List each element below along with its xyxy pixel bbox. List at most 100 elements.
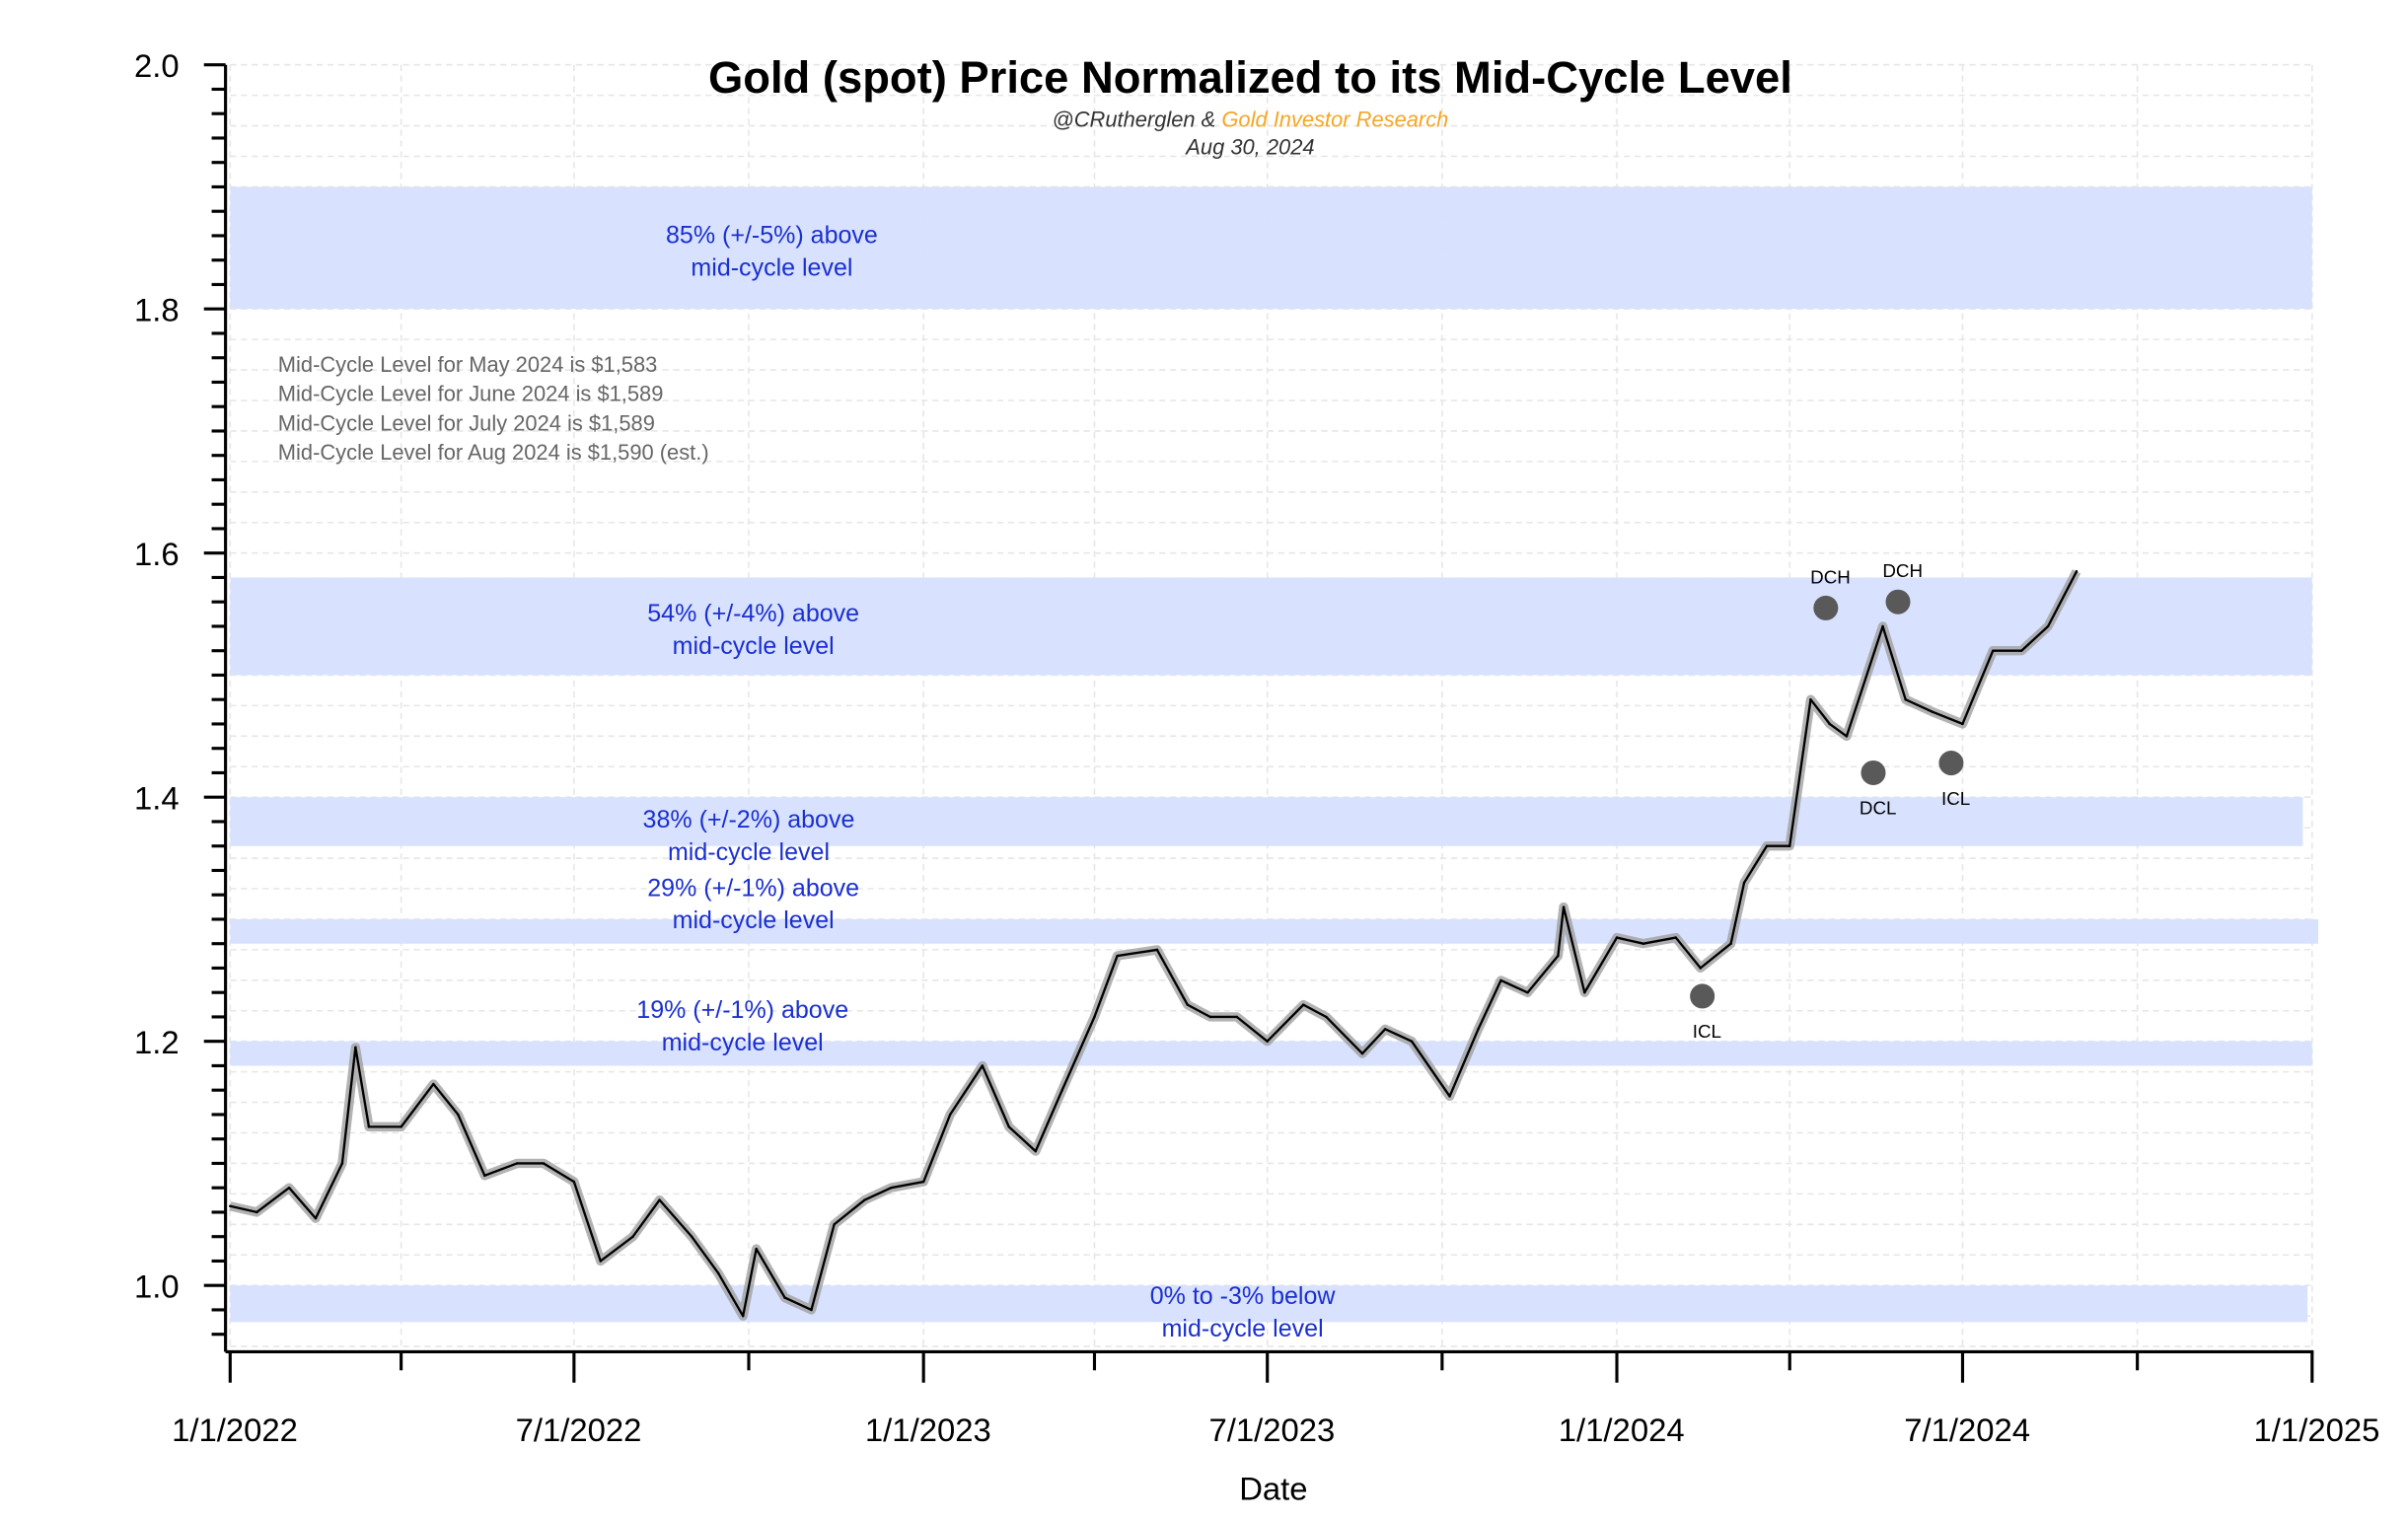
data-point: [483, 1174, 486, 1178]
band: [230, 577, 2312, 676]
data-point: [1583, 990, 1586, 994]
data-point: [1208, 1015, 1212, 1019]
band: [230, 1041, 2312, 1066]
chart-date: Aug 30, 2024: [1184, 134, 1314, 159]
x-tick-label: 7/1/2023: [1208, 1411, 1335, 1448]
data-point: [690, 1235, 693, 1238]
data-point: [1742, 881, 1746, 885]
data-point: [921, 1180, 925, 1184]
data-point: [1325, 1015, 1328, 1019]
y-tick-label: 1.8: [134, 292, 180, 328]
data-point: [1642, 942, 1645, 945]
band-label: 85% (+/-5%) above: [666, 222, 878, 250]
data-point: [1931, 710, 1934, 713]
data-point: [457, 1113, 460, 1117]
data-point: [1828, 722, 1831, 726]
x-tick-label: 1/1/2024: [1559, 1411, 1685, 1448]
y-tick-label: 2.0: [134, 47, 180, 84]
data-point: [1729, 942, 1732, 945]
band-label: mid-cycle level: [691, 253, 852, 281]
band-label: mid-cycle level: [673, 906, 835, 934]
data-point: [1235, 1015, 1239, 1019]
data-point: [1526, 990, 1529, 994]
data-point: [658, 1198, 661, 1201]
data-point: [515, 1162, 519, 1165]
series: [229, 569, 2081, 1321]
band: [230, 918, 2319, 944]
data-point: [741, 1314, 745, 1318]
data-point: [287, 1186, 291, 1190]
data-point: [1904, 697, 1907, 701]
data-point: [1155, 948, 1159, 952]
data-point: [810, 1308, 813, 1312]
y-tick-label: 1.2: [134, 1024, 180, 1060]
series-line: [230, 570, 2079, 1318]
data-point: [1034, 1149, 1038, 1153]
data-point: [1060, 1088, 1063, 1092]
band: [230, 797, 2303, 846]
cycle-marker: [1938, 751, 1964, 776]
x-tick-label: 7/1/2024: [1904, 1411, 2030, 1448]
data-point: [1383, 1028, 1387, 1031]
data-point: [1410, 1040, 1414, 1043]
cycle-marker-label: ICL: [1941, 788, 1970, 809]
data-point: [1845, 735, 1849, 738]
band: [230, 186, 2312, 310]
data-point: [1961, 722, 1964, 726]
y-tick-label: 1.0: [134, 1268, 180, 1305]
mid-cycle-note: Mid-Cycle Level for June 2024 is $1,589: [278, 382, 664, 406]
data-point: [755, 1247, 758, 1251]
data-point: [1557, 954, 1560, 958]
data-point: [1699, 967, 1702, 970]
data-point: [1881, 624, 1884, 628]
mid-cycle-note: Mid-Cycle Level for May 2024 is $1,583: [278, 352, 657, 377]
data-point: [1116, 954, 1119, 958]
data-point: [432, 1082, 435, 1086]
band-label: mid-cycle level: [1162, 1315, 1324, 1342]
subtitle-author: @CRutherglen &: [1052, 107, 1215, 131]
data-point: [890, 1186, 893, 1190]
subtitle-brand: Gold Investor Research: [1221, 107, 1448, 131]
data-point: [572, 1180, 576, 1184]
data-point: [255, 1210, 258, 1214]
cycle-marker-label: ICL: [1693, 1021, 1721, 1042]
data-point: [1562, 905, 1566, 908]
data-point: [783, 1296, 786, 1299]
data-point: [340, 1162, 344, 1165]
band-label: mid-cycle level: [668, 838, 830, 866]
data-point: [1093, 1015, 1096, 1019]
data-point: [1615, 936, 1619, 939]
data-point: [716, 1271, 720, 1275]
data-point: [1266, 1040, 1269, 1043]
data-point: [1992, 649, 1995, 652]
band-label: mid-cycle level: [673, 632, 835, 660]
axes: 1.0 1.2 1.4 1.6 1.8 2.0 1/1/2022 7/1/2022 1/1/20…: [134, 47, 2379, 1448]
data-point: [631, 1235, 634, 1238]
band-label: mid-cycle level: [662, 1029, 824, 1056]
x-tick-label: 7/1/2022: [516, 1411, 642, 1448]
data-point: [367, 1125, 371, 1128]
cycle-marker: [1861, 760, 1886, 785]
data-point: [2019, 649, 2023, 652]
data-point: [314, 1216, 318, 1220]
band-label: 38% (+/-2%) above: [643, 806, 855, 833]
x-tick-label: 1/1/2023: [865, 1411, 991, 1448]
data-point: [1788, 844, 1791, 847]
series-shade: [229, 569, 2081, 1321]
mid-cycle-note: Mid-Cycle Level for Aug 2024 is $1,590 (…: [278, 440, 709, 465]
data-point: [229, 1204, 232, 1208]
x-tick-label: 1/1/2022: [172, 1411, 298, 1448]
data-point: [1499, 978, 1502, 982]
data-point: [1674, 936, 1677, 939]
data-point: [1186, 1003, 1190, 1006]
band: [230, 1285, 2308, 1323]
data-point: [1007, 1125, 1011, 1128]
chart-subtitle: @CRutherglen & Gold Investor Research: [1052, 107, 1448, 131]
data-point: [863, 1198, 866, 1201]
data-point: [354, 1046, 357, 1050]
band-label: 0% to -3% below: [1150, 1282, 1337, 1310]
data-point: [1448, 1095, 1451, 1098]
data-point: [400, 1125, 402, 1128]
annotations: ICL DCH DCL DCH ICL: [1690, 560, 1970, 1042]
